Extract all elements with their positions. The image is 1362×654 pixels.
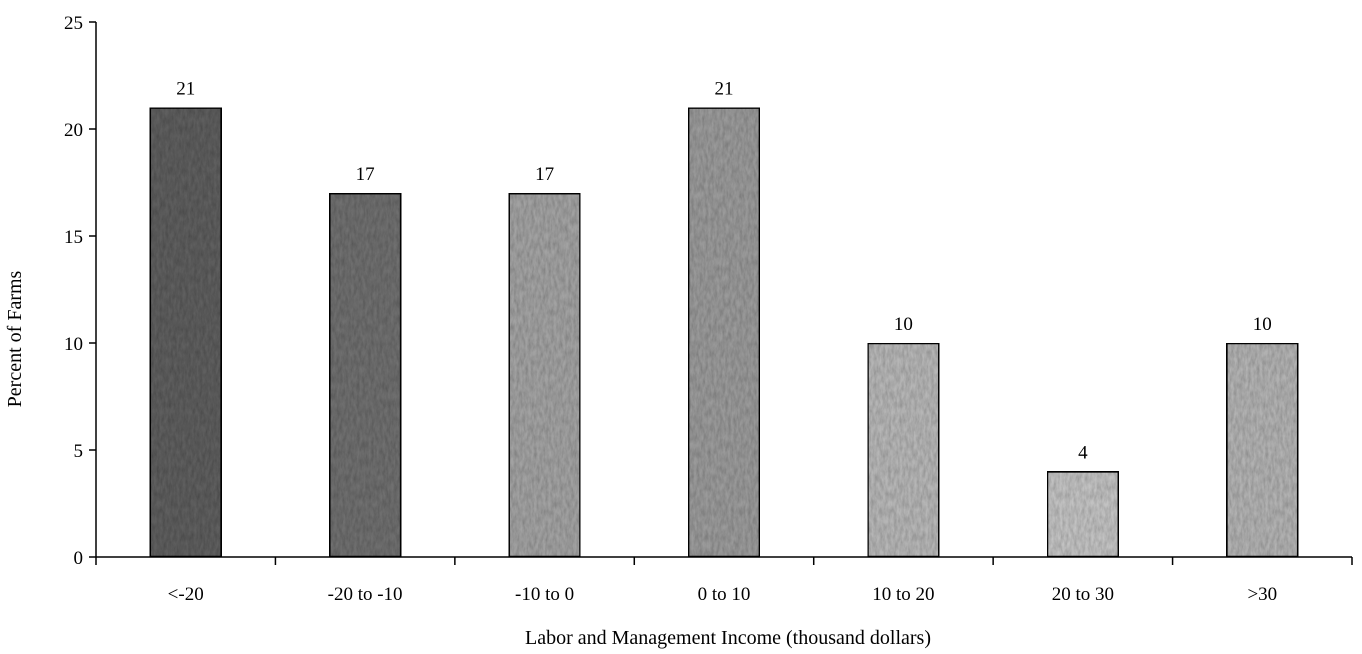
y-axis: 0 5 10 15 20 25 xyxy=(64,13,97,569)
x-tick-label-4: 10 to 20 xyxy=(872,584,934,605)
data-label-5: 4 xyxy=(1078,442,1088,463)
x-axis-title: Labor and Management Income (thousand do… xyxy=(525,627,931,649)
data-label-6: 10 xyxy=(1253,314,1272,335)
x-tick-label-2: -10 to 0 xyxy=(515,584,574,605)
data-label-1: 17 xyxy=(356,164,375,185)
bars-group xyxy=(148,106,1300,559)
y-tick-label-4: 20 xyxy=(64,120,83,141)
x-tick-label-1: -20 to -10 xyxy=(328,584,403,605)
bar-3 xyxy=(686,106,762,559)
data-label-0: 21 xyxy=(176,79,195,100)
x-tick-label-6: >30 xyxy=(1247,584,1277,605)
y-tick-label-1: 5 xyxy=(74,441,84,462)
y-axis-title: Percent of Farms xyxy=(4,270,26,407)
y-tick-label-0: 0 xyxy=(74,548,84,569)
bar-1 xyxy=(328,191,403,559)
x-tick-label-3: 0 to 10 xyxy=(698,584,751,605)
x-tick-label-5: 20 to 30 xyxy=(1052,584,1114,605)
bar-6 xyxy=(1225,341,1300,559)
data-label-4: 10 xyxy=(894,314,913,335)
bar-5 xyxy=(1045,470,1121,559)
y-tick-label-3: 15 xyxy=(64,227,83,248)
bar-4 xyxy=(866,341,941,559)
data-label-3: 21 xyxy=(715,79,734,100)
y-tick-label-2: 10 xyxy=(64,334,83,355)
bar-0 xyxy=(148,106,223,559)
x-tick-label-0: <-20 xyxy=(168,584,204,605)
y-tick-label-5: 25 xyxy=(64,13,83,34)
data-label-2: 17 xyxy=(535,164,554,185)
data-labels-group: 21 17 17 21 10 4 10 xyxy=(176,79,1272,464)
x-axis: <-20 -20 to -10 -10 to 0 0 to 10 10 to 20 20 … xyxy=(95,556,1353,605)
bar-2 xyxy=(507,191,582,559)
